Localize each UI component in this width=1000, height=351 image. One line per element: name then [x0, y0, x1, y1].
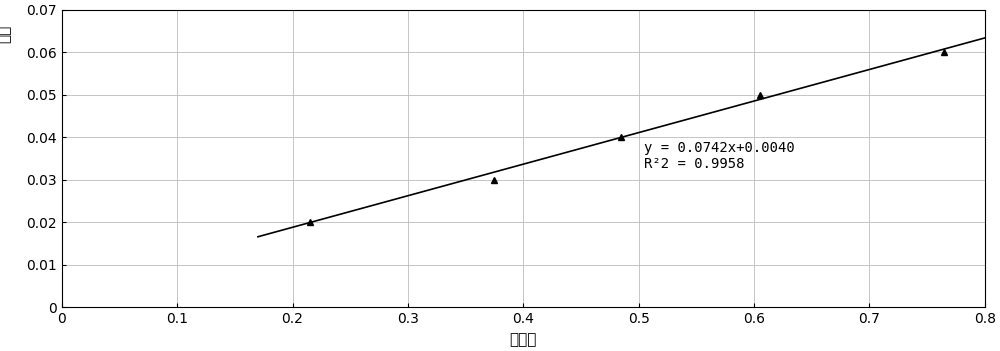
Text: y = 0.0742x+0.0040
R²2 = 0.9958: y = 0.0742x+0.0040 R²2 = 0.9958: [644, 141, 795, 171]
Y-axis label: 浓度: 浓度: [0, 24, 11, 42]
X-axis label: 吸光度: 吸光度: [510, 332, 537, 347]
